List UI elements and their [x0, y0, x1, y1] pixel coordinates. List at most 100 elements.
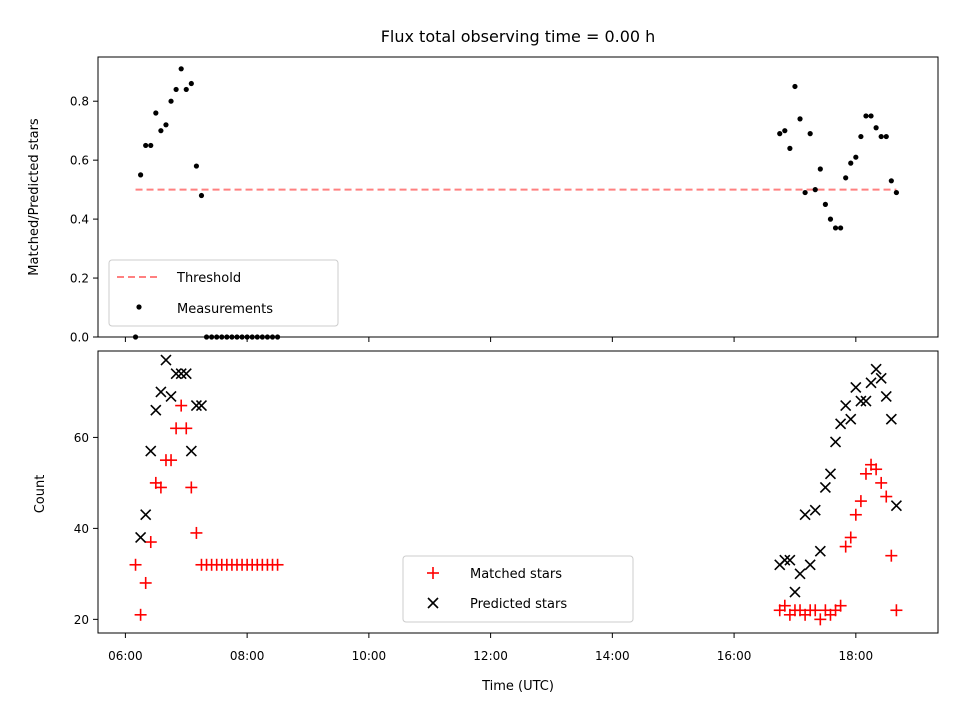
x-tick-label: 12:00 [473, 649, 508, 663]
matched-star-point [814, 613, 827, 626]
predicted-star-point [789, 586, 801, 598]
count-plot-content [129, 354, 903, 626]
matched-star-point [839, 540, 852, 553]
measurement-point [832, 225, 839, 231]
ratio-plot-content [132, 66, 900, 340]
matched-star-point [880, 490, 893, 503]
matched-star-point [154, 481, 167, 494]
count-y-ticks: 20 40 60 [74, 431, 98, 627]
measurement-point [858, 133, 864, 140]
measurement-point [178, 66, 184, 72]
matched-legend-swatch [427, 567, 439, 579]
ratio-x-ticks [124, 337, 857, 342]
x-tick-label: 16:00 [717, 649, 752, 663]
matched-star-point [885, 549, 898, 562]
measurement-point [802, 189, 808, 196]
threshold-legend-label: Threshold [176, 271, 241, 286]
matched-legend-label: Matched stars [470, 567, 562, 582]
matched-star-point [854, 495, 867, 508]
measurement-point [173, 86, 179, 93]
predicted-star-point [140, 509, 152, 521]
measurement-point [893, 189, 900, 196]
matched-star-point [170, 422, 183, 435]
ratio-y-tick-label: 0.6 [70, 154, 89, 168]
ratio-y-ticks: 0.0 0.2 0.4 0.6 0.8 [70, 95, 98, 345]
x-tick-label: 08:00 [230, 649, 265, 663]
matched-star-point [144, 536, 157, 549]
ratio-y-tick-label: 0.0 [70, 331, 89, 345]
predicted-legend-swatch [427, 597, 439, 609]
matched-star-point [809, 604, 822, 617]
predicted-star-point [155, 386, 167, 398]
measurement-point [888, 178, 894, 184]
matched-star-point [271, 558, 284, 571]
predicted-star-point [845, 413, 857, 425]
measurement-point [878, 133, 884, 140]
matched-star-point [175, 399, 188, 412]
measurement-point [163, 122, 169, 128]
measurement-point [188, 80, 194, 87]
predicted-star-point [809, 504, 821, 516]
predicted-star-point [855, 395, 867, 407]
matched-star-point [190, 526, 203, 539]
predicted-star-point [814, 545, 826, 557]
chart-title: Flux total observing time = 0.00 h [381, 27, 656, 46]
matched-star-point [834, 599, 847, 612]
x-tick-label: 14:00 [595, 649, 630, 663]
measurement-point [848, 160, 854, 166]
matched-star-point [890, 604, 903, 617]
predicted-star-point [860, 395, 872, 407]
predicted-star-point [880, 390, 892, 403]
predicted-star-point [170, 368, 182, 380]
predicted-star-point [829, 436, 842, 448]
count-y-axis-label: Count [33, 475, 48, 514]
predicted-star-point [885, 413, 897, 425]
measurement-point [168, 98, 174, 104]
ratio-y-tick-label: 0.8 [70, 95, 89, 109]
measurement-point [807, 131, 813, 137]
measurement-point [153, 110, 159, 116]
measurement-point [863, 113, 869, 119]
matched-star-point [165, 454, 178, 467]
ratio-legend: Threshold Measurements [108, 259, 339, 327]
matched-star-point [129, 558, 142, 571]
predicted-star-point [165, 390, 177, 403]
predicted-star-point [784, 554, 796, 566]
predicted-star-point [850, 381, 862, 393]
predicted-star-point [819, 481, 831, 494]
predicted-star-point [779, 554, 791, 566]
predicted-star-point [145, 445, 157, 457]
measurements-legend-swatch [136, 304, 142, 310]
predicted-star-point [875, 372, 887, 384]
measurement-point [817, 166, 823, 172]
measurement-point [143, 142, 149, 149]
matched-star-point [844, 531, 857, 544]
count-panel: 20 40 60 06:00 08:00 10:00 12:00 14:00 16:00 18:… [33, 350, 939, 694]
measurement-point [827, 216, 834, 222]
measurement-point [198, 192, 205, 199]
measurement-point [822, 201, 828, 207]
predicted-star-point [799, 509, 811, 521]
ratio-panel-frame [97, 56, 939, 338]
predicted-star-point [794, 568, 806, 580]
measurement-point [883, 133, 889, 140]
matched-star-point [185, 481, 198, 494]
measurement-point [158, 128, 164, 134]
x-tick-label: 06:00 [108, 649, 143, 663]
measurement-point [873, 125, 879, 131]
ratio-legend-box [108, 259, 339, 327]
measurement-point [138, 172, 144, 178]
predicted-star-point [870, 363, 882, 375]
measurement-point [843, 175, 849, 181]
predicted-star-point [180, 368, 192, 380]
matched-star-point [134, 608, 147, 621]
predicted-legend-label: Predicted stars [470, 597, 567, 612]
measurement-point [148, 142, 154, 149]
measurement-point [787, 145, 793, 151]
predicted-star-point [175, 368, 187, 380]
measurements-legend-label: Measurements [177, 302, 273, 317]
matched-star-point [875, 476, 888, 489]
measurement-point [812, 187, 818, 193]
